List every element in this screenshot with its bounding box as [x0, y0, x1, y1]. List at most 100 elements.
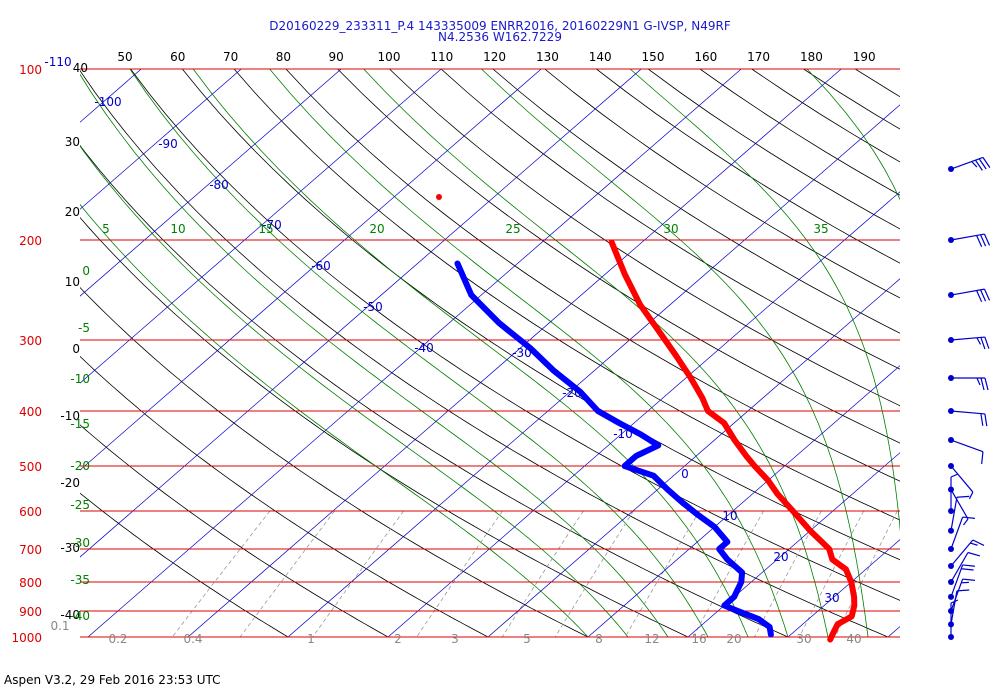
wind-barb-flag [956, 495, 970, 498]
pressure-label: 1000 [11, 631, 42, 645]
dry-adiabat-line [130, 69, 900, 601]
isotherm-line [787, 539, 900, 637]
fahrenheit-label: 140 [589, 50, 612, 64]
dry-adiabat-line [544, 69, 900, 299]
celsius-label: -30 [60, 541, 80, 555]
isotherm-label: 20 [773, 550, 788, 564]
dry-adiabat-line [389, 69, 900, 407]
isotherm-line [387, 191, 900, 637]
dry-adiabat-line [80, 287, 589, 637]
adiabat-label: 0 [82, 264, 90, 278]
isotherm-line [80, 69, 342, 297]
fahrenheit-label: 100 [378, 50, 401, 64]
isotherm-label: 10 [722, 509, 737, 523]
mixing-ratio-label: 0.2 [108, 632, 127, 646]
theta-e-label: 35 [813, 222, 828, 236]
moist-adiabat-line [192, 69, 749, 637]
dry-adiabat-line [285, 69, 900, 482]
plot-area [80, 69, 1000, 637]
mixing-ratio-line [554, 510, 634, 637]
dry-adiabat-line [80, 355, 489, 637]
theta-e-label: 30 [663, 222, 678, 236]
wind-barb [948, 233, 991, 248]
fahrenheit-label: 160 [694, 50, 717, 64]
mixing-ratio-label: 30 [796, 632, 811, 646]
wind-barb-flag [978, 158, 987, 170]
fahrenheit-label: 80 [276, 50, 291, 64]
wind-barb [948, 336, 990, 350]
wind-barb-flag [962, 564, 975, 567]
celsius-label: 20 [65, 205, 80, 219]
celsius-label: -20 [60, 476, 80, 490]
wind-barb-flag [971, 161, 978, 168]
celsius-label: 40 [73, 61, 88, 75]
dry-adiabat-line [907, 69, 1000, 637]
mixing-ratio-line [624, 510, 700, 637]
dry-adiabat-line [80, 216, 689, 637]
mixing-ratio-label: 2 [394, 632, 402, 646]
mixing-ratio-line [312, 510, 404, 637]
wind-barb-staff [950, 578, 964, 612]
mixing-ratio-line [692, 510, 765, 637]
isotherm-line [80, 69, 442, 384]
wind-barb-staff [950, 564, 964, 598]
wind-barb-flag [968, 491, 974, 500]
adiabat-label: -10 [70, 372, 90, 386]
wind-barb [948, 375, 989, 391]
wind-barb-staff [950, 288, 985, 296]
adiabat-label: -35 [70, 573, 90, 587]
fahrenheit-label: 110 [430, 50, 453, 64]
wind-barb [948, 516, 975, 553]
isotherm-line [187, 69, 842, 637]
fahrenheit-label: 120 [483, 50, 506, 64]
isotherm-label: -60 [311, 259, 331, 273]
pressure-label: 700 [19, 543, 42, 557]
wind-barb [948, 495, 970, 534]
wind-barb-dot [948, 546, 954, 553]
adiabat-label: -30 [70, 536, 90, 550]
isotherm-label: -40 [414, 341, 434, 355]
wind-barb-flag [950, 599, 959, 604]
mixing-ratio-line [239, 510, 335, 637]
wind-barb-flag [984, 413, 988, 427]
wind-barb-flag [950, 473, 959, 478]
wind-barb-staff [950, 489, 969, 520]
wind-barb-flag [962, 578, 975, 581]
wind-barb-dot [948, 437, 954, 444]
isotherm-label: 30 [824, 591, 839, 605]
wind-barb-flag [979, 289, 987, 302]
moist-adiabat-line [80, 203, 589, 637]
wind-barb-flag [984, 336, 990, 349]
wind-barb-dot [948, 593, 954, 600]
isotherm-line [687, 452, 900, 637]
wind-barb-dot [948, 407, 954, 414]
wind-barb-staff [950, 465, 974, 493]
mixing-ratio-label: 5 [523, 632, 531, 646]
wind-barb-flag [983, 233, 991, 246]
dry-adiabat-line [699, 69, 900, 196]
wind-barb-flag [956, 589, 970, 592]
wind-barb-flag [962, 516, 975, 519]
pressure-label: 300 [19, 334, 42, 348]
wind-barb-flag [974, 159, 983, 171]
wind-barb-flag [981, 451, 984, 465]
fahrenheit-label: 50 [117, 50, 132, 64]
dry-adiabat-line [959, 69, 1000, 637]
mixing-ratio-label: 40 [846, 632, 861, 646]
isotherm-line [80, 69, 542, 471]
isotherm-line [988, 69, 1000, 637]
wind-barb [948, 463, 974, 500]
wind-barb-flag [980, 337, 986, 350]
mixing-ratio-label: 0.4 [183, 632, 202, 646]
isotherm-line [287, 104, 900, 637]
dry-adiabat-line [80, 492, 289, 637]
wind-barb-flag [972, 539, 985, 546]
wind-barb-dot [948, 507, 954, 514]
wind-barb-staff [950, 497, 958, 531]
pressure-label: 600 [19, 505, 42, 519]
wind-barb-staff [950, 590, 958, 625]
pressure-label: 900 [19, 605, 42, 619]
dry-adiabat-line [233, 69, 900, 521]
mixing-ratio-label: 8 [595, 632, 603, 646]
dry-adiabat-line [80, 144, 789, 637]
